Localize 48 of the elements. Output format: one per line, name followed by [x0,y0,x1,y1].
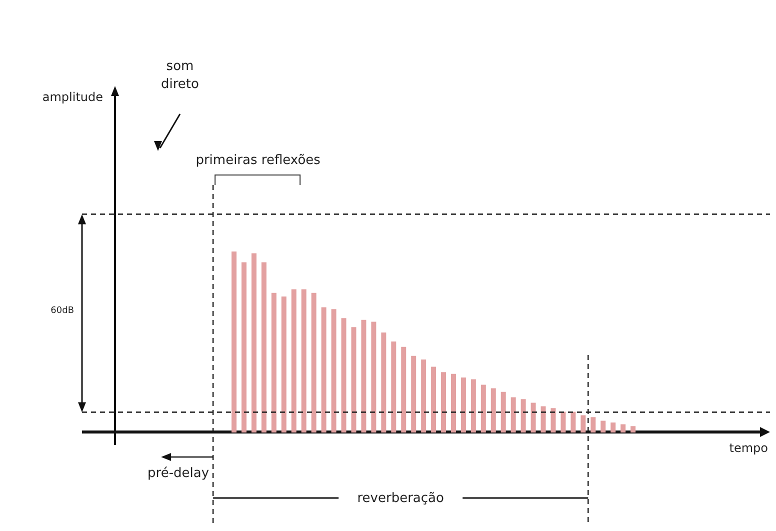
bar [530,402,536,432]
bar [242,262,247,432]
bar [470,379,476,432]
bar [431,366,436,432]
text: amplitude [42,90,103,104]
bar [460,378,466,432]
bar [450,374,456,432]
bar [311,292,316,432]
bar [610,422,616,432]
bar [232,252,237,432]
bar [490,388,496,432]
bar [560,412,566,432]
bar [550,408,556,432]
bar [291,289,296,432]
text: primeiras reflexões [196,153,321,168]
bar [381,332,386,432]
bar [351,327,356,432]
bar [570,412,576,432]
text: tempo [729,441,768,455]
text: reverberação [357,491,444,506]
bar [590,417,596,432]
text: som direto [161,59,200,92]
bar [520,399,526,432]
bar [331,309,336,432]
bar [341,318,346,432]
bar [261,262,266,432]
bar [391,342,396,432]
bar [600,420,606,432]
bar [421,360,426,432]
bar [630,426,636,432]
bar [500,392,506,432]
bar [321,307,326,432]
text: pré-delay [148,466,210,481]
bar [411,356,416,432]
bar [510,397,516,432]
bar [480,384,486,432]
bar [301,289,306,432]
bar [540,406,546,432]
bar [271,292,276,432]
bar [251,253,256,432]
text: 60dB [50,306,74,316]
bar [371,322,376,432]
bar [401,346,406,432]
bar [441,372,446,432]
bar [281,296,286,432]
bar [580,415,586,432]
bar [620,424,626,432]
bar [361,320,366,432]
